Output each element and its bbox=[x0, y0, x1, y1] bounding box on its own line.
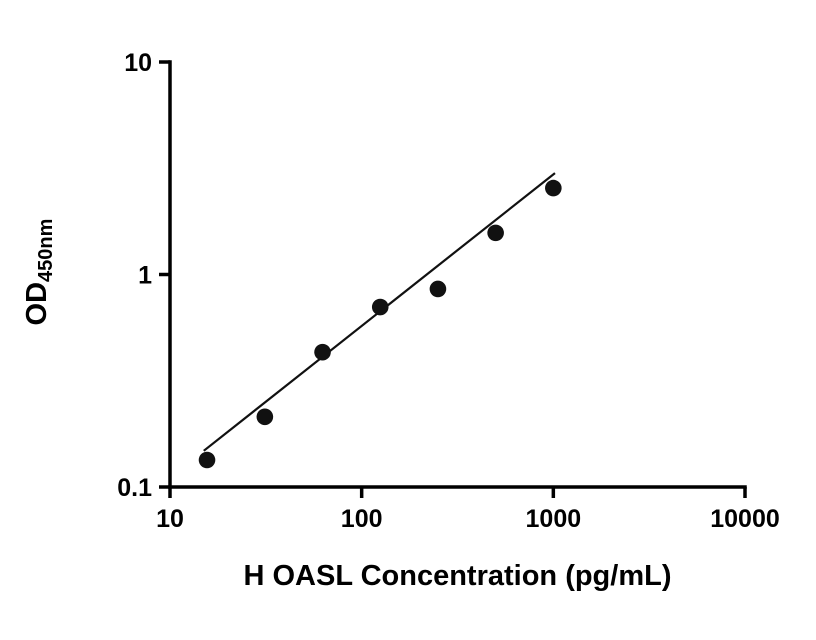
data-point bbox=[545, 179, 562, 197]
x-axis-title: H OASL Concentration (pg/mL) bbox=[243, 560, 671, 592]
data-point bbox=[314, 343, 331, 361]
y-axis-title: OD450nm bbox=[21, 219, 57, 326]
x-tick-label: 10 bbox=[156, 505, 184, 533]
y-tick-label: 10 bbox=[124, 49, 152, 77]
x-tick-label: 1000 bbox=[526, 505, 582, 533]
data-point bbox=[256, 408, 274, 426]
data-point bbox=[371, 298, 389, 316]
data-point bbox=[487, 224, 504, 242]
y-tick-label: 0.1 bbox=[117, 474, 152, 502]
data-point bbox=[429, 280, 447, 298]
data-point bbox=[198, 451, 216, 469]
y-tick-label: 1 bbox=[138, 262, 152, 290]
x-tick-label: 10000 bbox=[710, 505, 780, 533]
x-tick-label: 100 bbox=[341, 505, 383, 533]
